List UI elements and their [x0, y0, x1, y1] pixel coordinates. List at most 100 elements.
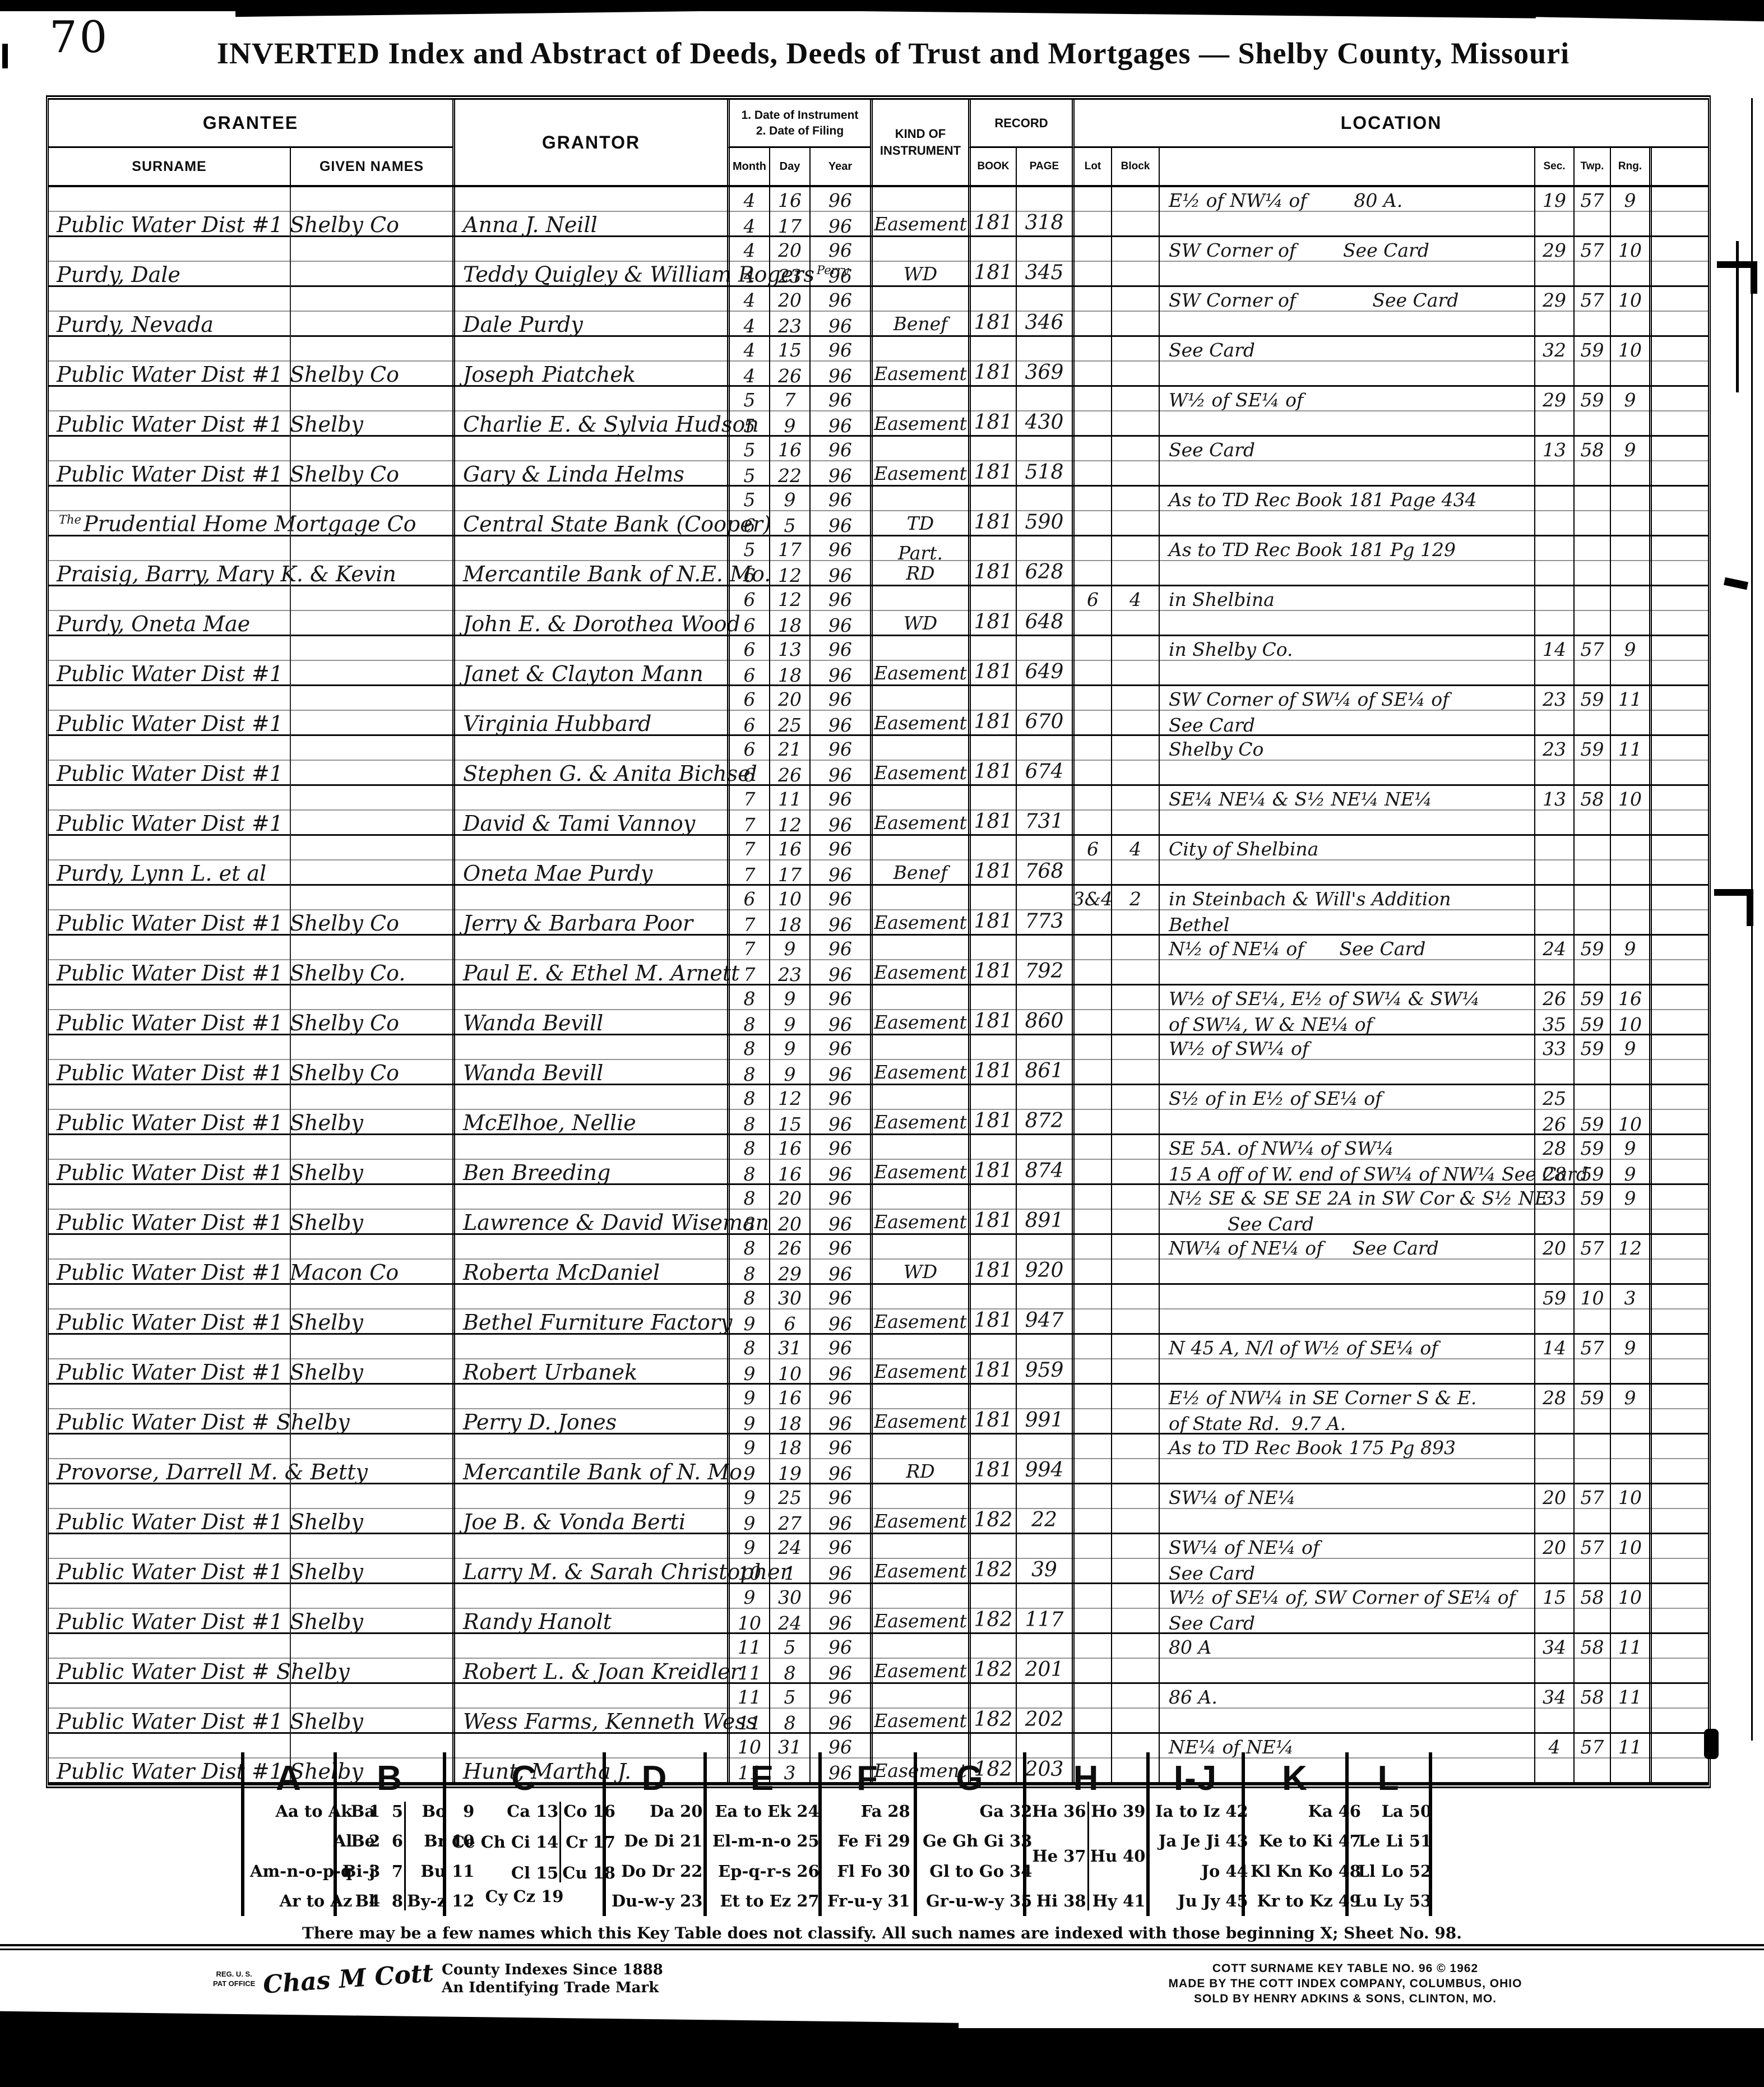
- year-cell-line1: 96: [828, 1586, 852, 1608]
- kind-value: Easement: [874, 462, 967, 484]
- key-item-range: He: [1032, 1847, 1058, 1866]
- sec-cell: 4: [1534, 1734, 1573, 1785]
- kind-cell: Easement: [870, 1285, 968, 1336]
- twp-cell-line2: [1575, 1660, 1610, 1686]
- location-cell-line2: [1160, 1460, 1534, 1486]
- grantee-cell: Public Water Dist #1 Shelby Co.: [49, 936, 452, 987]
- lot-cell-line2: [1075, 1061, 1111, 1087]
- header-location: LOCATION: [1072, 100, 1708, 148]
- key-column: Ho 39 Hu 40 Hy 41: [1087, 1802, 1147, 1910]
- twp-cell: 58: [1573, 1584, 1610, 1636]
- day-cell-line1: 16: [778, 1137, 802, 1159]
- book-cell: 181: [968, 1135, 1016, 1187]
- key-item: De Di 21: [612, 1831, 702, 1850]
- lot-cell: 6: [1072, 836, 1111, 887]
- grantee-cell: Public Water Dist #1 Shelby: [49, 1185, 452, 1237]
- rng-cell-line1: 10: [1618, 788, 1642, 810]
- day-cell-line2: 15: [778, 1113, 802, 1135]
- block-cell-line2: [1112, 1610, 1159, 1636]
- location-cell-line2: of State Rd. 9.7 A.: [1169, 1413, 1346, 1434]
- year-cell-line1: 96: [828, 888, 852, 910]
- table-entry: Public Water Dist #1 Shelby Joe B. & Vond…: [49, 1484, 1708, 1536]
- lot-cell: [1072, 1185, 1111, 1237]
- page-value: 731: [1025, 810, 1064, 833]
- location-cell: W½ of SE¼, E½ of SW¼ & SW¼ of SW¼, W & NE…: [1159, 985, 1534, 1037]
- block-cell-line2: [1112, 1061, 1159, 1087]
- book-cell: 181: [968, 1035, 1016, 1087]
- grantor-name: John E. & Dorothea Wood: [463, 612, 740, 636]
- book-cell: 181: [968, 1385, 1016, 1436]
- rng-cell-line1: 11: [1618, 688, 1642, 710]
- year-cell-line2: 96: [828, 1413, 852, 1434]
- block-cell-line2: [1112, 363, 1159, 388]
- kind-cell: Easement: [870, 387, 968, 438]
- header-sec: Sec.: [1534, 148, 1573, 185]
- twp-cell-line2: [1575, 1211, 1610, 1237]
- year-cell-line2: 96: [828, 614, 852, 636]
- page-cell: 861: [1016, 1035, 1072, 1087]
- rng-cell-line2: [1611, 1061, 1649, 1087]
- year-cell-line2: 96: [828, 1662, 852, 1684]
- twp-cell-line1: 59: [1580, 1038, 1604, 1059]
- book-value: 181: [974, 561, 1013, 584]
- grantor-name: Anna J. Neill: [463, 212, 598, 237]
- year-cell: 96 96: [809, 1434, 870, 1486]
- key-letter: H: [1073, 1759, 1100, 1798]
- day-cell-line1: 17: [778, 539, 802, 561]
- location-cell-line2: See Card: [1169, 1612, 1255, 1634]
- day-cell-line1: 12: [778, 589, 802, 610]
- grantee-cell: Public Water Dist #1 Shelby: [49, 1684, 452, 1736]
- rng-cell-line1: 9: [1624, 938, 1636, 960]
- month-cell-line2: 4: [743, 365, 756, 387]
- block-cell: [1111, 437, 1159, 488]
- twp-cell-line1: 59: [1580, 1187, 1604, 1209]
- key-group-d: D Da 20 De Di 21 Do Dr 22 Du-w-y 23: [603, 1752, 703, 1916]
- grantee-name: Public Water Dist #1 Shelby Co: [57, 462, 399, 487]
- rng-cell-line2: [1611, 812, 1649, 837]
- page-value: 345: [1025, 261, 1064, 284]
- rng-cell: 10: [1610, 337, 1649, 388]
- block-cell-line2: [1112, 1261, 1159, 1287]
- location-cell-line1: Shelby Co: [1169, 738, 1264, 760]
- grantor-name: Robert L. & Joan Kreidler: [463, 1659, 740, 1684]
- sec-cell: [1534, 536, 1573, 588]
- twp-cell-line1: 57: [1580, 1537, 1604, 1558]
- month-cell-line2: 5: [743, 415, 756, 437]
- location-cell-line2: [1160, 413, 1534, 438]
- page-cell: 731: [1016, 786, 1072, 837]
- lot-cell-line1: [1075, 1035, 1111, 1061]
- day-cell: 9 23: [769, 936, 809, 987]
- grantee-name: Purdy, Lynn L. et al: [57, 861, 267, 886]
- key-item: Ka 46: [1251, 1802, 1361, 1821]
- twp-cell-line1: 57: [1580, 1487, 1604, 1508]
- key-item-range: Et to Ez: [720, 1891, 791, 1910]
- key-item-number: 32: [1010, 1802, 1033, 1821]
- lot-cell: [1072, 1285, 1111, 1336]
- year-cell-line2: 96: [828, 964, 852, 985]
- grantor-cell: Robert L. & Joan Kreidler: [452, 1634, 740, 1686]
- surname-given-divider: [290, 1035, 291, 1087]
- block-cell-line1: [1112, 387, 1159, 413]
- rng-cell-line1: 9: [1624, 1337, 1636, 1359]
- block-cell: [1111, 187, 1159, 239]
- twp-cell-line2: [1575, 213, 1610, 239]
- rng-cell: 16 10: [1610, 985, 1649, 1037]
- month-cell-line1: 8: [743, 1187, 756, 1209]
- rng-cell-line1: 16: [1618, 988, 1642, 1010]
- sec-cell-line1: 25: [1543, 1088, 1566, 1109]
- location-cell: in Shelby Co.: [1159, 636, 1534, 688]
- block-cell: [1111, 487, 1159, 538]
- surname-given-divider: [290, 187, 291, 239]
- month-cell-line1: 8: [743, 1088, 756, 1109]
- block-cell: 4: [1111, 586, 1159, 638]
- grantor-name: Roberta McDaniel: [463, 1260, 660, 1285]
- day-cell: 24 1: [769, 1534, 809, 1586]
- year-cell: 96 96: [809, 387, 870, 438]
- key-item-range: Ca: [507, 1802, 530, 1821]
- header-grantor: GRANTOR: [452, 100, 727, 185]
- lot-cell-line2: [1075, 1710, 1111, 1736]
- key-item-number: 20: [680, 1802, 703, 1821]
- grantor-name: Bethel Furniture Factory: [463, 1310, 733, 1335]
